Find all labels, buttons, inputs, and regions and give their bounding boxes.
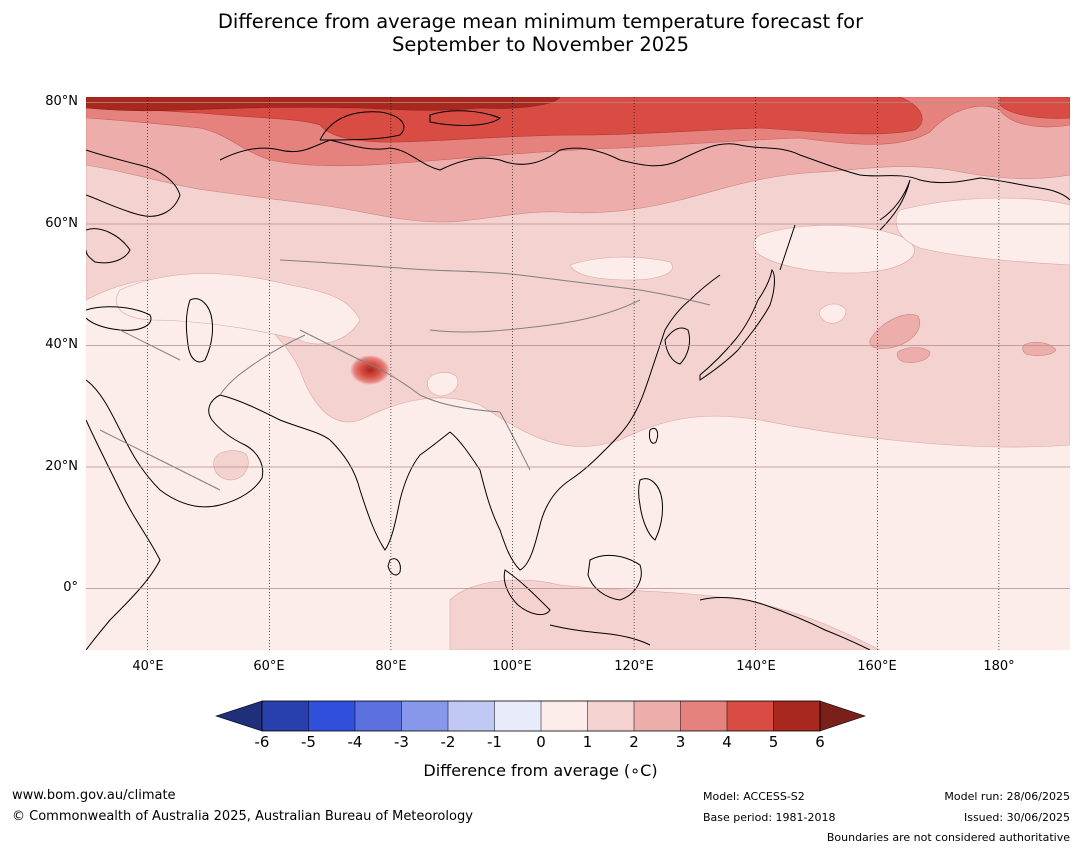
lat-label-40n: 40°N bbox=[45, 337, 78, 352]
lat-label-20n: 20°N bbox=[45, 459, 78, 474]
website-link[interactable]: www.bom.gov.au/climate bbox=[12, 788, 176, 803]
parallels bbox=[86, 102, 1070, 589]
colorbar-tick: -2 bbox=[440, 733, 456, 751]
colorbar bbox=[215, 700, 866, 732]
model-text: Model: ACCESS-S2 bbox=[703, 790, 805, 803]
colorbar-tick: -3 bbox=[394, 733, 409, 751]
colorbar-tick: -4 bbox=[347, 733, 363, 751]
colorbar-tick: -5 bbox=[301, 733, 316, 751]
map-title: Difference from average mean minimum tem… bbox=[0, 10, 1081, 56]
colorbar-high-extension bbox=[819, 700, 866, 732]
colorbar-tick: -6 bbox=[254, 733, 270, 751]
colorbar-bin-5-6 bbox=[773, 701, 820, 731]
colorbar-tick: -1 bbox=[487, 733, 502, 751]
lon-label-160e: 160°E bbox=[857, 659, 897, 674]
colorbar-bin-neg3-neg2 bbox=[401, 701, 448, 731]
colorbar-bin-neg1-0 bbox=[494, 701, 541, 731]
colorbar-bin-neg4-neg3 bbox=[355, 701, 402, 731]
disclaimer-text: Boundaries are not considered authoritat… bbox=[826, 831, 1070, 844]
colorbar-bin-neg2-neg1 bbox=[448, 701, 495, 731]
colorbar-bin-neg6-neg5 bbox=[262, 701, 309, 731]
colorbar-low-extension bbox=[215, 700, 263, 732]
colorbar-tick: 3 bbox=[675, 733, 686, 751]
colorbar-bin-0-1 bbox=[541, 701, 588, 731]
lon-label-80e: 80°E bbox=[375, 659, 407, 674]
colorbar-title: Difference from average (∘C) bbox=[423, 761, 658, 780]
lat-label-80n: 80°N bbox=[45, 94, 78, 109]
coastlines bbox=[86, 110, 1070, 650]
colorbar-bin-3-4 bbox=[680, 701, 727, 731]
anomaly-band-2-3-pacific bbox=[869, 314, 920, 350]
colorbar-tick: 0 bbox=[536, 733, 546, 751]
lat-label-0: 0° bbox=[63, 580, 78, 595]
colorbar-bin-neg5-neg4 bbox=[308, 701, 355, 731]
anomaly-band-5-6 bbox=[86, 97, 561, 112]
copyright-text: © Commonwealth of Australia 2025, Austra… bbox=[12, 809, 473, 824]
colorbar-tick: 4 bbox=[722, 733, 732, 751]
meridians bbox=[147, 97, 1000, 650]
colorbar-bin-4-5 bbox=[727, 701, 774, 731]
lon-label-140e: 140°E bbox=[736, 659, 776, 674]
map-area bbox=[86, 97, 1070, 650]
lon-label-60e: 60°E bbox=[253, 659, 285, 674]
colorbar-tick: 5 bbox=[768, 733, 779, 751]
lon-label-100e: 100°E bbox=[492, 659, 532, 674]
issued-text: Issued: 30/06/2025 bbox=[963, 811, 1070, 824]
lon-label-40e: 40°E bbox=[132, 659, 164, 674]
lon-label-120e: 120°E bbox=[614, 659, 654, 674]
base-period-text: Base period: 1981-2018 bbox=[703, 811, 836, 824]
colorbar-bin-2-3 bbox=[634, 701, 681, 731]
anomaly-band-4-5 bbox=[86, 97, 923, 143]
colorbar-tick: 2 bbox=[629, 733, 639, 751]
lon-label-180: 180° bbox=[983, 659, 1015, 674]
colorbar-tick: 6 bbox=[815, 733, 825, 751]
title-line-2: September to November 2025 bbox=[391, 33, 690, 56]
title-line-1: Difference from average mean minimum tem… bbox=[217, 10, 864, 33]
anomaly-band-1-2-arabia bbox=[213, 450, 249, 481]
lat-label-60n: 60°N bbox=[45, 216, 78, 231]
colorbar-tick: 1 bbox=[582, 733, 593, 751]
anomaly-band-1-2-south bbox=[449, 579, 881, 650]
model-run-text: Model run: 28/06/2025 bbox=[944, 790, 1070, 803]
hotspot-anomaly bbox=[350, 355, 390, 385]
colorbar-bin-1-2 bbox=[587, 701, 634, 731]
